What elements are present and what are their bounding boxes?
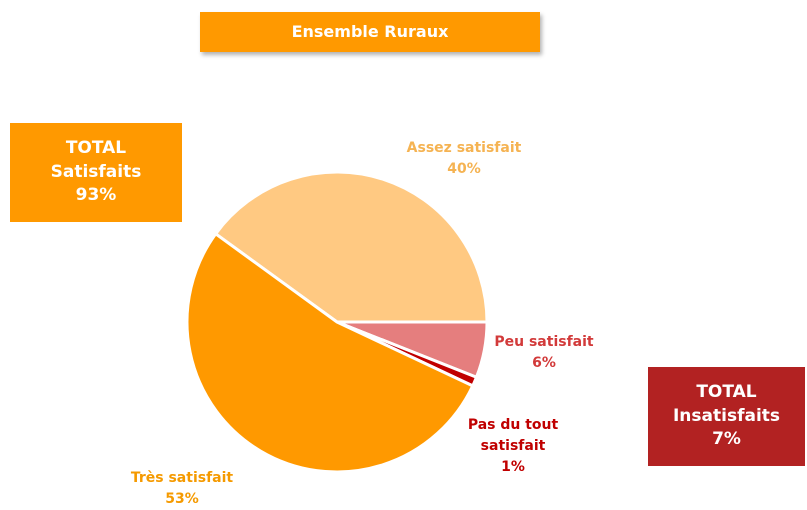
total-name: Insatisfaits	[672, 405, 781, 426]
category-label: Pas du tout satisfait	[467, 417, 559, 454]
pie-slice	[214, 170, 489, 324]
slice-label: Très satisfait 53%	[122, 468, 242, 510]
category-label: Peu satisfait	[494, 334, 594, 350]
value-label: 40%	[447, 161, 481, 177]
total-title: TOTAL	[65, 137, 127, 158]
value-label: 53%	[165, 491, 199, 507]
chart-title: Ensemble Ruraux	[291, 21, 449, 41]
total-name: Satisfaits	[50, 161, 142, 182]
value-label: 6%	[532, 355, 556, 371]
category-label: Assez satisfait	[406, 140, 522, 156]
pie-slice	[185, 232, 475, 474]
slice-label: Pas du tout satisfait 1%	[460, 415, 566, 478]
slice-label: Peu satisfait 6%	[484, 332, 604, 374]
total-box: TOTAL Insatisfaits 7%	[648, 367, 805, 466]
slice-label: Assez satisfait 40%	[404, 138, 524, 180]
value-label: 1%	[501, 459, 525, 475]
total-title: TOTAL	[696, 381, 757, 402]
total-value: 7%	[712, 429, 741, 450]
total-value: 93%	[75, 185, 117, 206]
category-label: Très satisfait	[130, 470, 234, 486]
total-box: TOTAL Satisfaits 93%	[10, 123, 182, 222]
title-box: Ensemble Ruraux	[200, 12, 540, 52]
